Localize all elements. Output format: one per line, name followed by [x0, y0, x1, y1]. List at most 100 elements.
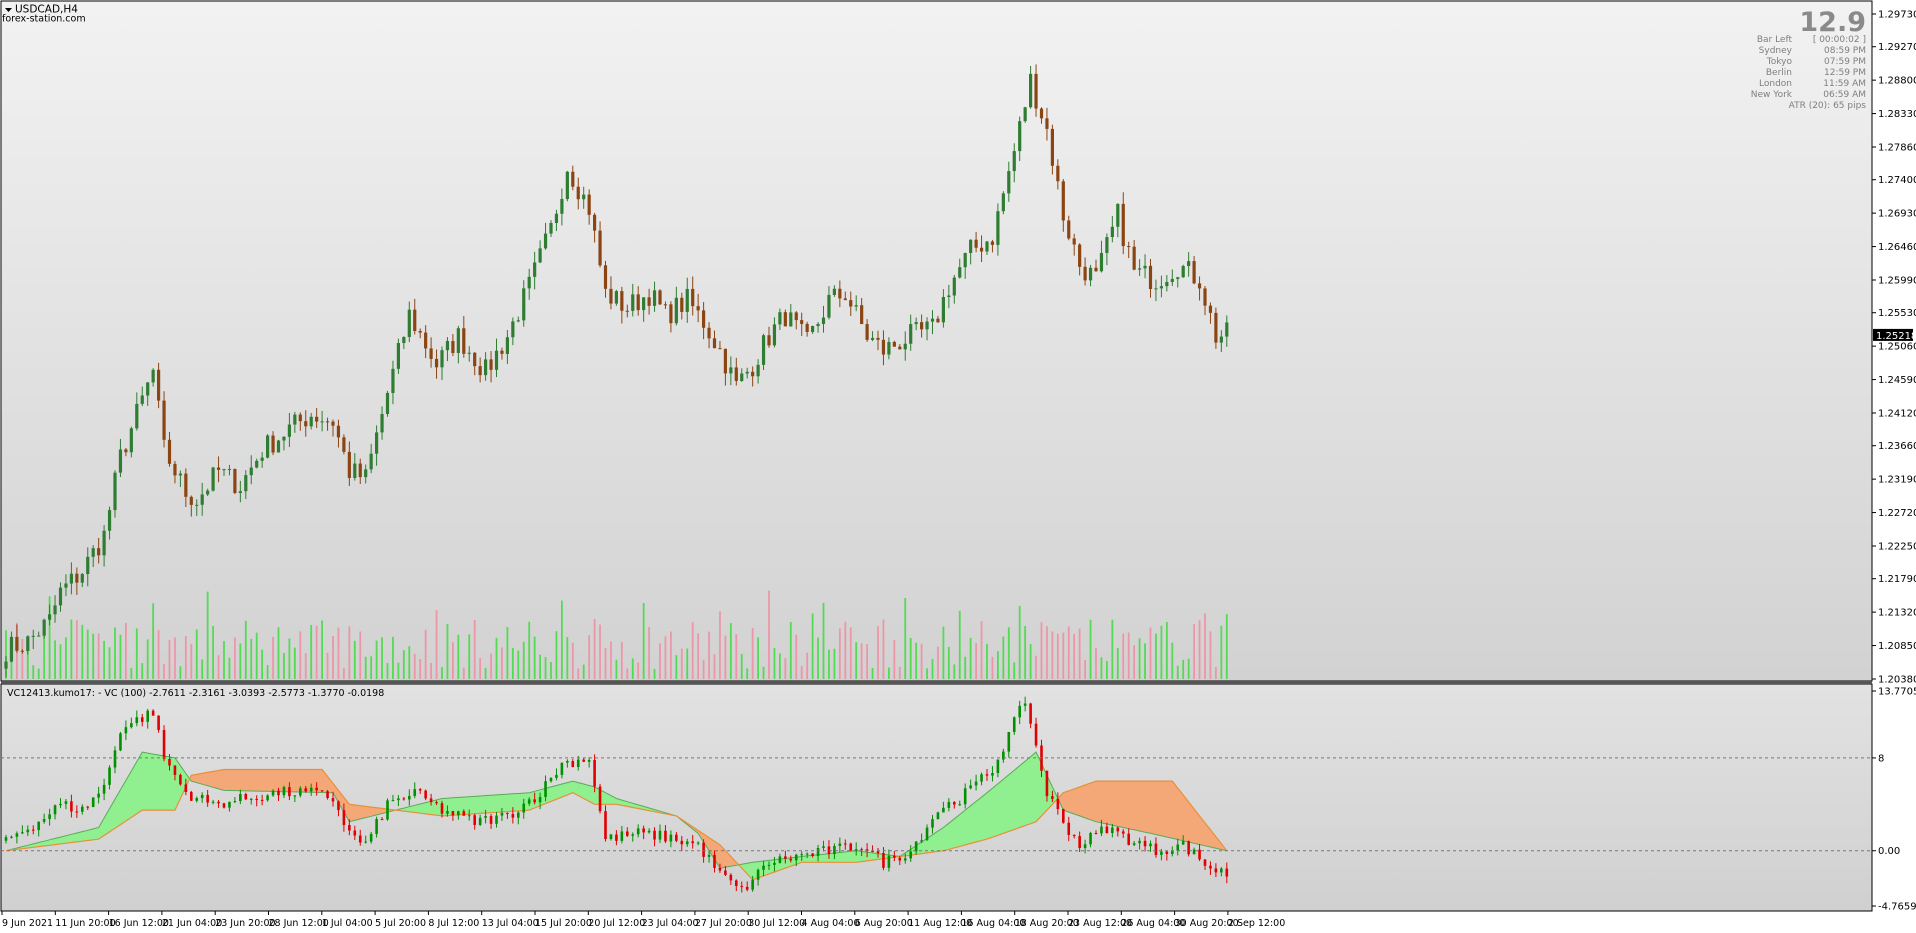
kumo-segment [349, 803, 356, 823]
candle-body [107, 510, 112, 531]
candle-body [527, 276, 531, 289]
vc-body [1198, 849, 1201, 860]
candle-body [522, 288, 526, 321]
vc-body [582, 759, 585, 762]
vc-body [740, 885, 744, 887]
volume-bar [871, 667, 874, 679]
candle-body [195, 504, 199, 506]
time-tick-label: 30 Aug 20:00 [1175, 918, 1239, 929]
volume-bar [838, 628, 841, 679]
candle-body [69, 573, 73, 584]
volume-bar [539, 654, 541, 679]
vc-body [364, 841, 367, 843]
vc-body [920, 840, 923, 842]
vc-body [260, 799, 264, 801]
candle-body [42, 619, 46, 636]
vc-body [794, 854, 798, 861]
candle-body [396, 343, 400, 369]
volume-bar [1155, 633, 1157, 679]
vc-body [876, 851, 880, 854]
volume-bar [593, 619, 596, 679]
candle-body [1083, 266, 1087, 281]
kumo-segment [1128, 780, 1135, 831]
candle-body [652, 290, 657, 306]
volume-bar [157, 630, 160, 679]
price-window[interactable] [0, 0, 1873, 682]
vc-body [560, 762, 564, 775]
vc-body [48, 814, 51, 820]
chart-title[interactable]: USDCAD,H4 [5, 4, 78, 16]
candle-body [832, 288, 836, 295]
price-axis[interactable]: 1.29730 1.29270 1.28800 1.28330 1.27860 1.274… [1872, 10, 1916, 686]
candle-body [680, 297, 684, 312]
volume-bar [898, 666, 901, 679]
candle-body [669, 304, 673, 324]
vc-body [800, 854, 803, 856]
candle-body [1121, 203, 1125, 247]
volume-bar [991, 656, 994, 679]
volume-bar [244, 620, 247, 679]
vc-body [522, 803, 526, 813]
kumo-segment [861, 851, 868, 862]
vc-body [675, 834, 678, 841]
volume-bar [828, 649, 830, 679]
candle-body [740, 373, 744, 381]
volume-bar [310, 624, 313, 679]
kumo-segment [507, 793, 514, 812]
kumo-segment [964, 805, 971, 846]
candle-body [620, 291, 624, 311]
candle-body [571, 171, 575, 187]
kumo-segment [229, 769, 236, 791]
clock-city-london: London [1759, 79, 1792, 89]
time-tick-label: 20 Jul 12:00 [588, 918, 645, 929]
vc-body [953, 801, 956, 805]
symbol-title: USDCAD,H4 [15, 4, 78, 16]
vc-body [707, 854, 711, 857]
kumo-segment [87, 828, 94, 841]
candle-body [707, 327, 711, 339]
volume-bar [964, 656, 967, 679]
clock-city-tokyo: Tokyo [1766, 57, 1793, 67]
indicator-window[interactable] [0, 683, 1873, 912]
kumo-segment [1177, 787, 1184, 842]
volume-bar [1116, 647, 1119, 679]
vc-body [680, 840, 684, 845]
volume-bar [1051, 631, 1054, 679]
vc-body [4, 837, 8, 841]
volume-bar [190, 643, 193, 679]
candle-body [712, 338, 717, 349]
vc-body [566, 760, 569, 763]
candle-body [1110, 226, 1114, 238]
kumo-segment [207, 771, 214, 788]
vc-body [271, 790, 275, 796]
volume-bar [648, 626, 650, 679]
kumo-segment [479, 795, 486, 814]
candle-body [898, 346, 902, 350]
vc-body [1062, 809, 1065, 823]
kumo-segment [261, 769, 268, 792]
volume-bar [1024, 626, 1027, 679]
candle-body [135, 403, 139, 429]
kumo-segment [1172, 780, 1179, 840]
vc-body [1116, 827, 1120, 832]
vc-body [893, 855, 896, 858]
volume-bar [1084, 659, 1086, 679]
kumo-segment [828, 852, 835, 863]
candle-body [996, 211, 1000, 245]
vc-body [544, 781, 547, 797]
volume-bar [424, 629, 427, 679]
volume-bar [582, 664, 585, 679]
vc-body [914, 841, 918, 852]
candle-body [751, 371, 755, 377]
candle-body [576, 186, 580, 200]
vc-body [615, 834, 618, 841]
vc-body [1067, 822, 1071, 835]
kumo-segment [1161, 780, 1168, 838]
clock-time-tokyo: 07:59 PM [1824, 57, 1866, 67]
volume-bar [184, 636, 187, 679]
vc-body [527, 799, 531, 804]
bar-left-label: Bar Left [1757, 35, 1793, 45]
candle-body [418, 331, 422, 333]
chevron-down-icon[interactable] [5, 8, 12, 12]
